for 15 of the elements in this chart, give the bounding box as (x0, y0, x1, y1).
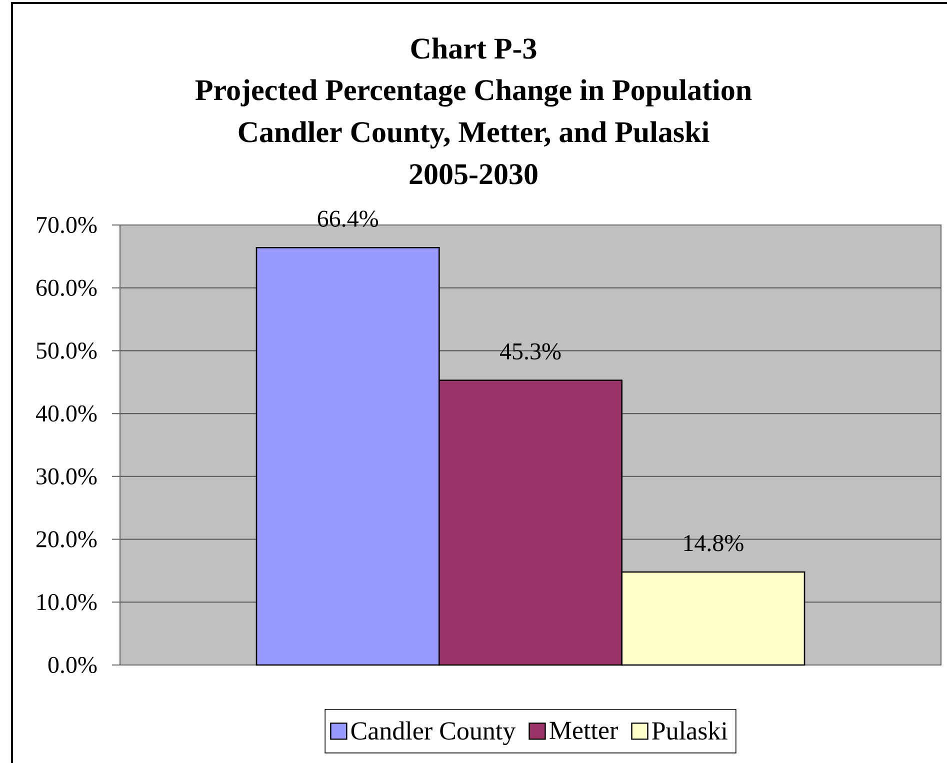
y-tick-label: 0.0% (48, 656, 97, 674)
y-tick-label: 70.0% (37, 216, 97, 234)
y-tick-label: 60.0% (36, 280, 97, 296)
y-tick-label: 10.0% (38, 594, 97, 610)
data-label: 66.4% (318, 210, 378, 227)
legend-label: Candler County (351, 721, 516, 746)
y-tick-label: 30.0% (36, 468, 97, 485)
legend-label: Pulaski (652, 721, 728, 740)
y-tick-label: 40.0% (36, 405, 97, 422)
chart-subtitle: Projected Percentage Change in Population Candler County, Metter, and Pulaski 2005-2030 (195, 79, 752, 184)
y-tick-label: 50.0% (36, 342, 97, 359)
data-label: 14.8% (684, 535, 744, 552)
chart-title: Chart P-3 (411, 38, 536, 59)
y-tick-label: 20.0% (36, 531, 97, 548)
legend-label: Metter (550, 722, 618, 740)
